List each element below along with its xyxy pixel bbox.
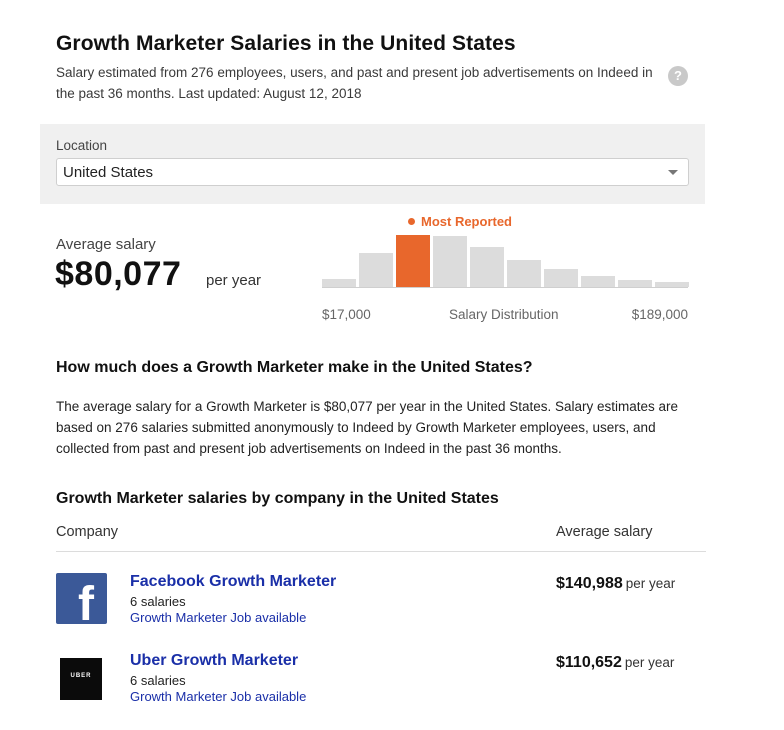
histogram-bar <box>322 279 356 287</box>
salary-distribution-histogram: Most Reported $17,000 Salary Distributio… <box>322 210 689 322</box>
most-reported-label: Most Reported <box>408 214 512 229</box>
by-company-heading: Growth Marketer salaries by company in t… <box>56 490 499 507</box>
histogram-bar <box>655 282 689 287</box>
histogram-bar <box>507 260 541 287</box>
average-salary-label: Average salary <box>56 236 156 253</box>
how-much-text: The average salary for a Growth Marketer… <box>56 399 679 456</box>
histogram-bar <box>359 253 393 287</box>
uber-logo[interactable]: UBER <box>60 658 102 700</box>
histogram-baseline <box>322 287 688 288</box>
company-link[interactable]: Facebook Growth Marketer <box>130 573 337 590</box>
average-salary-value: $80,077 <box>55 255 182 293</box>
dot-icon <box>408 218 415 226</box>
help-icon[interactable]: ? <box>668 66 688 86</box>
company-average-salary: $110,652 per year <box>556 654 674 672</box>
histogram-bar <box>470 247 504 287</box>
histogram-bar-most-reported <box>396 235 430 287</box>
salary-count: 6 salaries <box>130 594 186 609</box>
company-salary-value: $110,652 <box>556 654 622 671</box>
distribution-max-label: $189,000 <box>631 307 688 322</box>
page-title: Growth Marketer Salaries in the United S… <box>56 32 516 55</box>
company-row-uber: UBER Uber Growth Marketer 6 salaries Gro… <box>56 652 706 712</box>
company-salary-unit: per year <box>625 576 676 591</box>
uber-logo-text: UBER <box>70 673 92 679</box>
salary-count: 6 salaries <box>130 673 186 688</box>
average-salary-unit: per year <box>206 272 262 289</box>
jobs-available-link[interactable]: Growth Marketer Job available <box>130 610 307 625</box>
location-panel: Location United States <box>40 124 705 204</box>
location-select[interactable]: United States <box>56 158 689 186</box>
facebook-logo-glyph: f <box>78 578 94 625</box>
company-salary-unit: per year <box>624 655 675 670</box>
facebook-logo[interactable]: f <box>56 573 107 624</box>
chevron-down-icon <box>668 170 678 175</box>
column-header-average-salary: Average salary <box>556 524 653 540</box>
histogram-bar <box>581 276 615 287</box>
most-reported-text: Most Reported <box>421 214 512 229</box>
distribution-min-label: $17,000 <box>322 307 371 322</box>
location-selected-value: United States <box>63 164 154 181</box>
location-label: Location <box>56 138 108 153</box>
histogram-bars <box>322 234 689 287</box>
histogram-bar <box>618 280 652 287</box>
how-much-heading: How much does a Growth Marketer make in … <box>56 359 533 376</box>
company-row-facebook: f Facebook Growth Marketer 6 salaries Gr… <box>56 573 706 633</box>
company-link[interactable]: Uber Growth Marketer <box>130 652 299 669</box>
table-divider <box>56 551 706 552</box>
histogram-bar <box>433 236 467 287</box>
company-salary-value: $140,988 <box>556 575 623 592</box>
column-header-company: Company <box>56 524 119 540</box>
histogram-bar <box>544 269 578 287</box>
company-average-salary: $140,988 per year <box>556 575 675 593</box>
page-subtitle: Salary estimated from 276 employees, use… <box>56 65 653 101</box>
jobs-available-link[interactable]: Growth Marketer Job available <box>130 689 307 704</box>
distribution-caption: Salary Distribution <box>449 307 559 322</box>
